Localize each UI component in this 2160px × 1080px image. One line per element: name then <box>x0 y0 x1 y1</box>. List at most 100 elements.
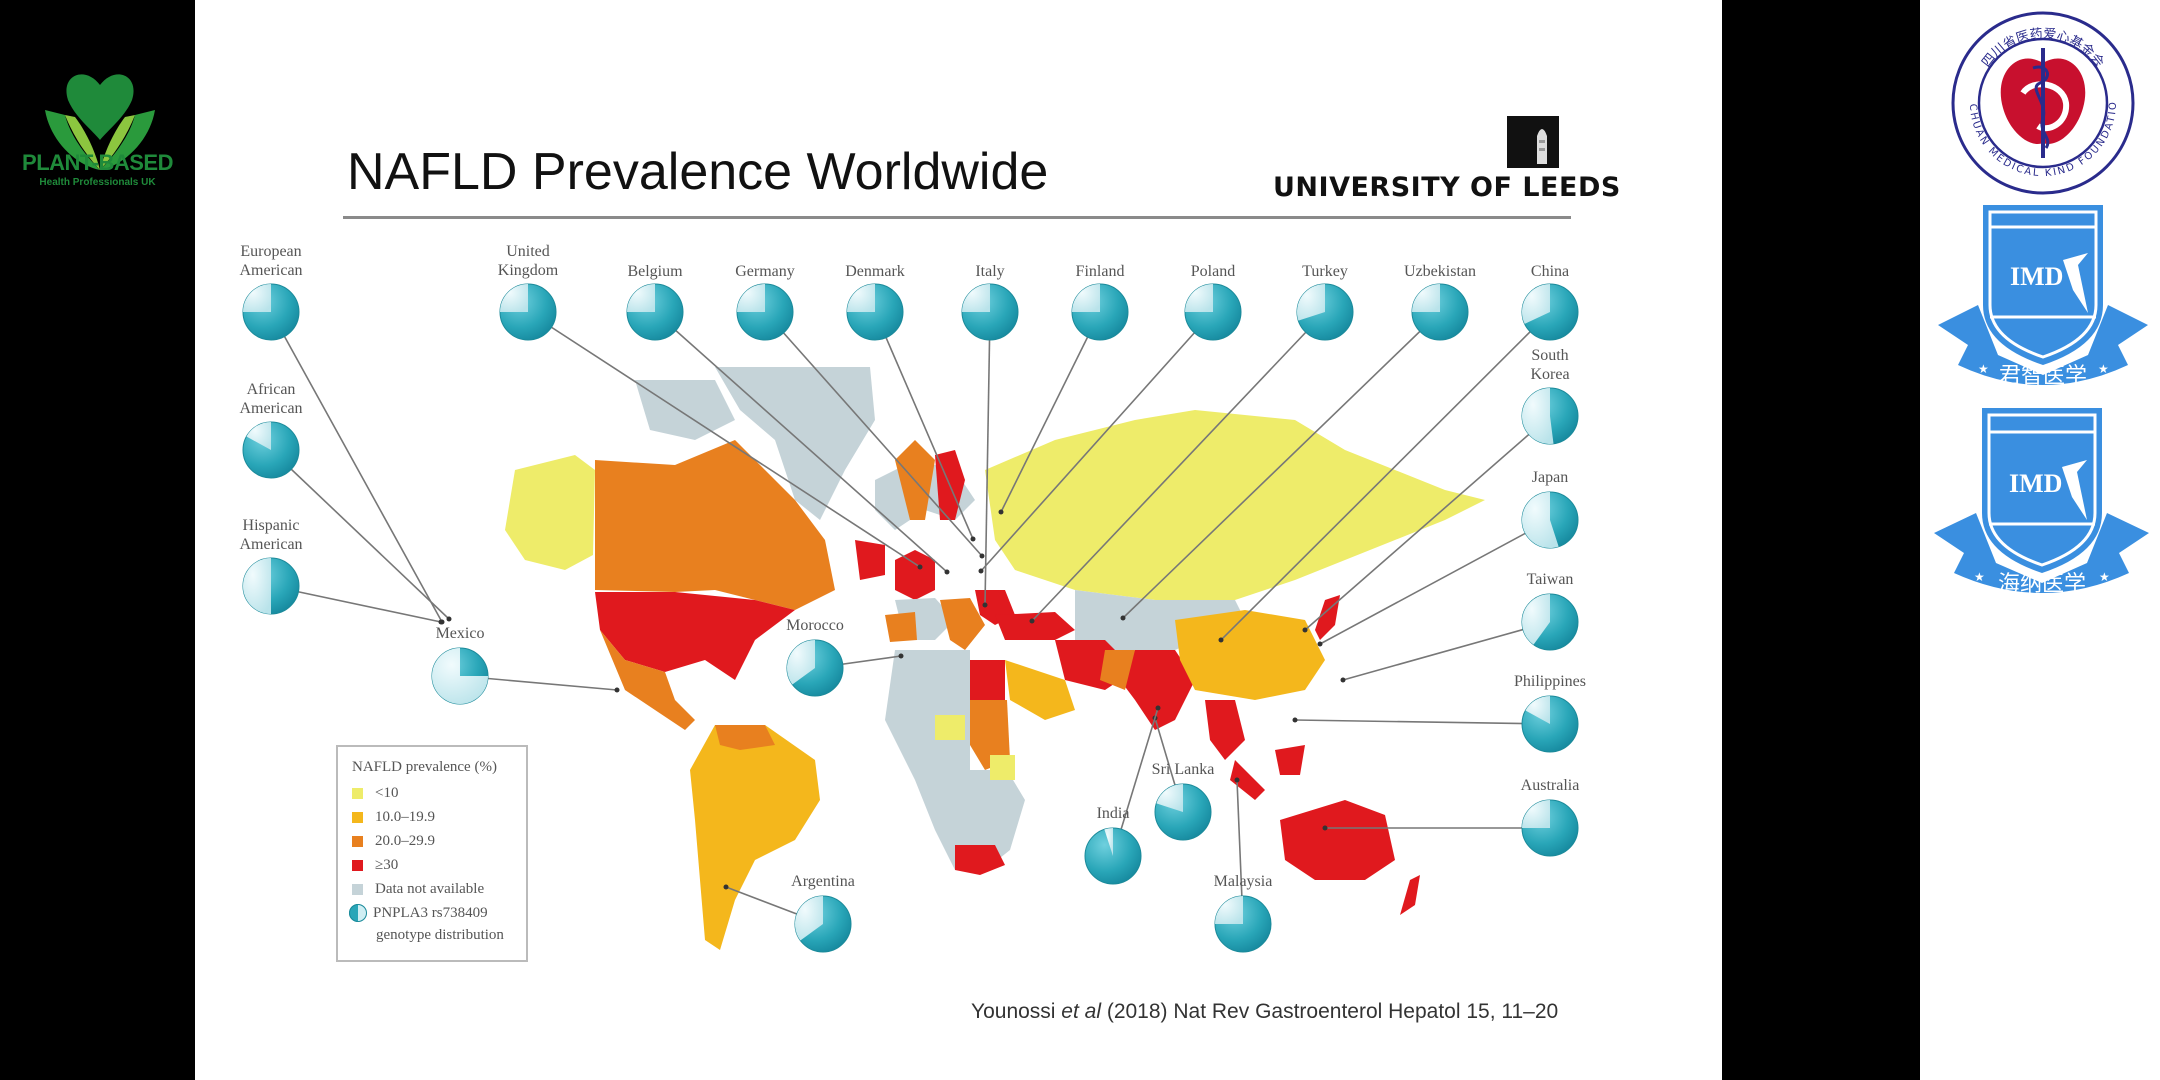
genotype-pie-poland <box>1184 283 1242 341</box>
pie-light-slice <box>737 284 765 312</box>
pie-light-slice <box>787 640 815 685</box>
legend-item-20-29: 20.0–29.9 <box>352 831 435 851</box>
pie-light-slice <box>627 284 655 312</box>
location-dot <box>1234 777 1240 783</box>
legend-swatch <box>352 811 363 823</box>
leader-line <box>980 311 1214 572</box>
legend-swatch <box>352 859 363 871</box>
pie-label-argentina: Argentina <box>791 873 855 890</box>
sichuan-foundation-logo-icon: 四川省医药爱心基金会 SICHUAN MEDICAL KIND FOUNDATI… <box>1948 8 2135 195</box>
location-dot <box>982 602 988 608</box>
pie-light-slice <box>1525 696 1550 724</box>
pie-light-slice <box>1522 388 1554 444</box>
location-dot <box>1302 627 1308 633</box>
svg-text:IMD: IMD <box>2010 262 2063 291</box>
pie-light-slice <box>1104 828 1113 856</box>
pie-light-slice <box>1156 784 1183 812</box>
pie-light-slice <box>432 648 488 704</box>
leader-line <box>270 311 443 623</box>
pie-label-denmark: Denmark <box>845 263 905 280</box>
location-dot <box>446 616 452 622</box>
location-dot <box>723 884 729 890</box>
pie-label-poland: Poland <box>1190 263 1236 280</box>
leader-line <box>1294 719 1551 725</box>
genotype-pie-uzbekistan <box>1411 283 1469 341</box>
pie-light-slice <box>1072 284 1100 312</box>
svg-text:★: ★ <box>2099 570 2110 584</box>
leeds-tower-icon <box>1507 116 1559 168</box>
pie-chart-icon <box>349 904 367 922</box>
legend-swatch <box>352 787 363 799</box>
logo-title: PLANT-BASED <box>22 150 173 175</box>
map-legend: NAFLD prevalence (%) <10 10.0–19.9 20.0–… <box>336 745 528 962</box>
pie-label-japan: Japan <box>1531 469 1569 486</box>
pie-label-philippines: Philippines <box>1513 673 1587 690</box>
leader-line <box>1031 311 1326 622</box>
genotype-pie-turkey <box>1296 283 1354 341</box>
genotype-pie-sri-lanka <box>1154 783 1212 841</box>
pie-label-sri-lanka: Sri Lanka <box>1151 761 1215 778</box>
genotype-pie-china <box>1521 283 1579 341</box>
world-map <box>242 283 1579 953</box>
location-dot <box>1029 618 1035 624</box>
pie-light-slice <box>243 558 271 614</box>
plant-based-logo-icon <box>45 74 155 170</box>
genotype-pie-united-kingdom <box>499 283 557 341</box>
pie-light-slice <box>1297 284 1325 321</box>
pie-label-australia: Australia <box>1520 777 1580 794</box>
location-dot <box>1317 641 1323 647</box>
location-dot <box>1218 637 1224 643</box>
genotype-pie-hispanic-american <box>242 557 300 615</box>
pie-label-belgium: Belgium <box>627 263 683 280</box>
legend-item-ge30: ≥30 <box>352 855 398 875</box>
location-dot <box>1292 717 1298 723</box>
svg-text:君智医学: 君智医学 <box>1999 364 2087 389</box>
pie-label-hispanic-american: Hispanic American <box>239 517 303 553</box>
leader-line <box>1319 519 1551 645</box>
leader-line <box>270 585 442 623</box>
legend-item-lt10: <10 <box>352 783 398 803</box>
genotype-pie-belgium <box>626 283 684 341</box>
svg-text:★: ★ <box>2098 362 2109 376</box>
leader-line <box>1220 311 1551 641</box>
legend-item-genotype-2: genotype distribution <box>376 926 504 943</box>
pie-light-slice <box>1215 896 1243 924</box>
legend-item-na: Data not available <box>352 879 484 899</box>
pie-light-slice <box>1412 284 1440 312</box>
pie-light-slice <box>500 284 528 312</box>
genotype-pie-mexico <box>431 647 489 705</box>
legend-item-10-19: 10.0–19.9 <box>352 807 435 827</box>
genotype-pie-taiwan <box>1521 593 1579 651</box>
pie-light-slice <box>246 422 271 450</box>
pie-label-india: India <box>1096 805 1130 822</box>
pie-label-south-korea: South Korea <box>1530 347 1570 383</box>
genotype-pie-morocco <box>786 639 844 697</box>
genotype-pie-argentina <box>794 895 852 953</box>
legend-swatch <box>352 883 363 895</box>
sponsor-logos-panel: 四川省医药爱心基金会 SICHUAN MEDICAL KIND FOUNDATI… <box>1920 0 2160 1080</box>
slide: NAFLD Prevalence Worldwide UNIVERSITY OF… <box>195 0 1722 1080</box>
leader-line <box>874 311 974 540</box>
genotype-pie-japan <box>1521 491 1579 549</box>
pie-light-slice <box>847 284 875 312</box>
pie-label-united-kingdom: United Kingdom <box>497 243 559 279</box>
location-dot <box>1120 615 1126 621</box>
svg-text:★: ★ <box>1978 362 1989 376</box>
leader-line <box>984 311 991 606</box>
genotype-pies <box>242 283 1579 953</box>
citation: Younossi et al (2018) Nat Rev Gastroente… <box>971 1000 1559 1023</box>
genotype-pie-denmark <box>846 283 904 341</box>
pie-light-slice <box>243 284 271 312</box>
genotype-pie-italy <box>961 283 1019 341</box>
location-dot <box>944 569 950 575</box>
university-name: UNIVERSITY OF LEEDS <box>1273 172 1621 203</box>
svg-text:IMD: IMD <box>2009 469 2062 498</box>
pie-light-slice <box>1522 492 1559 548</box>
genotype-pie-india <box>1084 827 1142 885</box>
pie-label-finland: Finland <box>1075 263 1125 280</box>
location-dot <box>1340 677 1346 683</box>
pie-label-taiwan: Taiwan <box>1526 571 1574 588</box>
leader-line <box>654 311 948 573</box>
leader-line <box>1122 311 1441 619</box>
genotype-pie-south-korea <box>1521 387 1579 445</box>
